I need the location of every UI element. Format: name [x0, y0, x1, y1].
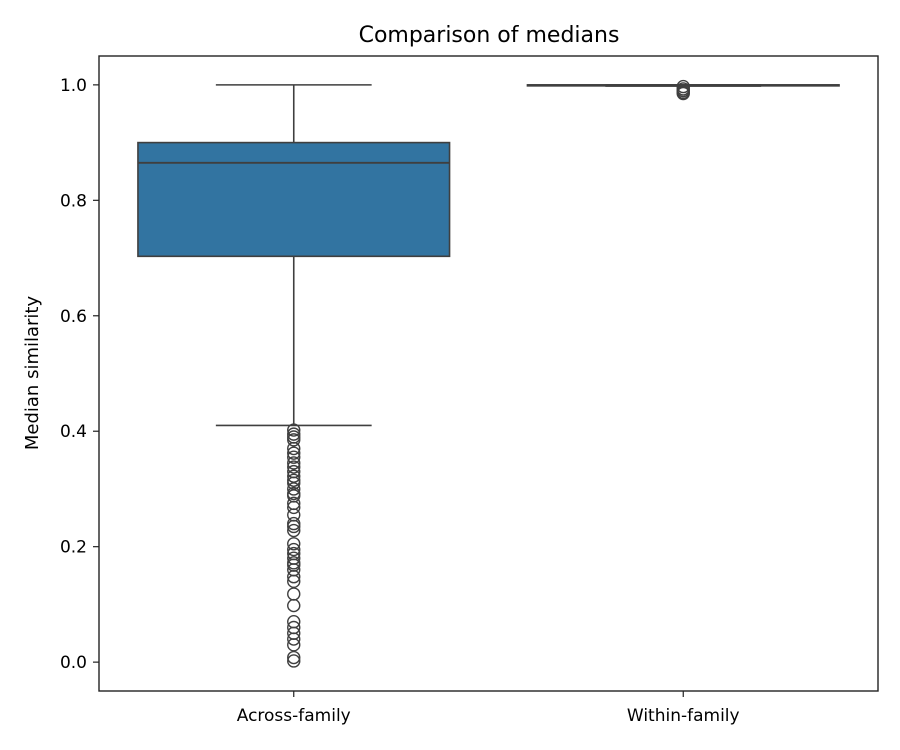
- outlier-point: [287, 450, 301, 464]
- plot-layer: [137, 79, 840, 668]
- outlier-point: [287, 433, 301, 447]
- outlier-point: [287, 441, 301, 456]
- y-axis-label: Median similarity: [22, 296, 43, 451]
- outlier-point: [287, 570, 301, 584]
- chart-title: Comparison of medians: [359, 23, 620, 48]
- outlier-point: [287, 638, 301, 652]
- y-tick-label: 0.2: [60, 538, 87, 558]
- box-group-2: [526, 79, 840, 101]
- y-tick-label: 1.0: [60, 76, 87, 96]
- outlier-point: [287, 650, 301, 665]
- outlier-point: [287, 469, 301, 483]
- outlier-point: [287, 537, 301, 551]
- y-tick-label: 0.0: [60, 653, 87, 673]
- outlier-point: [287, 598, 301, 613]
- outlier-point: [287, 654, 301, 668]
- outlier-point: [287, 542, 301, 557]
- outlier-point: [676, 86, 690, 101]
- y-tick-label: 0.8: [60, 191, 87, 211]
- outlier-point: [287, 460, 301, 474]
- outlier-point: [287, 482, 301, 496]
- box-group-1: [137, 84, 451, 668]
- axis-layer: 0.0 0.2 0.4 0.6 0.8 1.0 Across-family Within-fa…: [60, 76, 740, 726]
- iqr-box: [137, 141, 451, 258]
- plot-frame: [98, 55, 879, 692]
- outlier-point: [287, 523, 301, 538]
- outlier-point: [287, 519, 301, 534]
- x-tick-label: Across-family: [237, 706, 351, 726]
- x-tick-label: Within-family: [627, 706, 740, 726]
- y-tick-label: 0.4: [60, 422, 87, 442]
- outlier-point: [287, 456, 301, 470]
- outlier-point: [287, 500, 301, 515]
- outlier-point: [287, 574, 301, 589]
- y-tick-label: 0.6: [60, 307, 87, 327]
- outlier-point: [287, 446, 301, 460]
- outlier-point: [287, 632, 301, 646]
- outlier-point: [287, 423, 301, 437]
